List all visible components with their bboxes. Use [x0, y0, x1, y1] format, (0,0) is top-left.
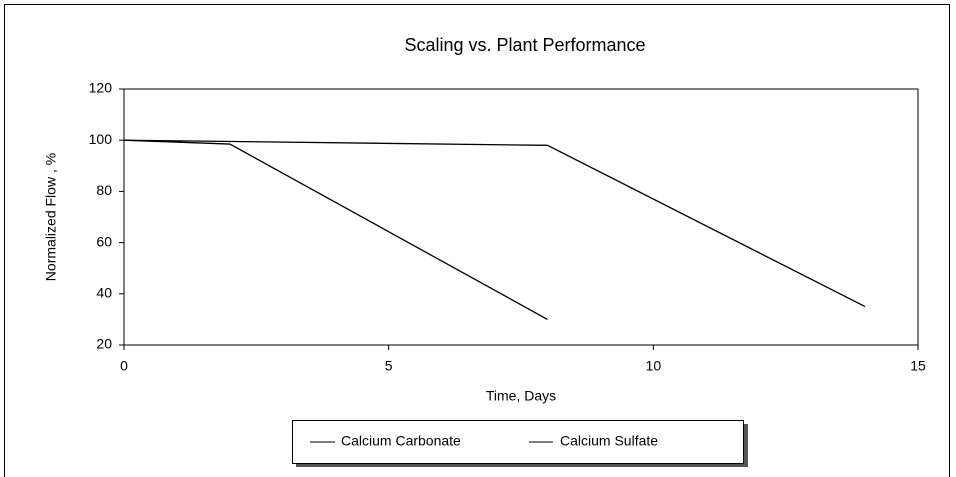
legend-box	[292, 420, 744, 464]
y-tick-label: 80	[96, 182, 112, 198]
series-line	[123, 139, 866, 308]
x-tick-label: 15	[910, 358, 926, 374]
plot-area	[123, 88, 919, 346]
chart-title: Scaling vs. Plant Performance	[404, 35, 645, 55]
y-tick-label: 100	[89, 131, 113, 147]
x-tick-label: 5	[385, 358, 393, 374]
y-tick-label: 40	[96, 285, 112, 301]
x-tick-label: 10	[646, 358, 662, 374]
y-tick-label: 120	[89, 80, 113, 96]
legend-label: Calcium Carbonate	[341, 433, 461, 449]
series-line	[123, 139, 548, 320]
y-tick-label: 20	[96, 336, 112, 352]
y-axis-label: Normalized Flow , %	[43, 153, 59, 281]
legend-label: Calcium Sulfate	[560, 433, 658, 449]
y-tick-label: 60	[96, 233, 112, 249]
x-tick-label: 0	[120, 358, 128, 374]
x-axis-label: Time, Days	[486, 388, 556, 404]
